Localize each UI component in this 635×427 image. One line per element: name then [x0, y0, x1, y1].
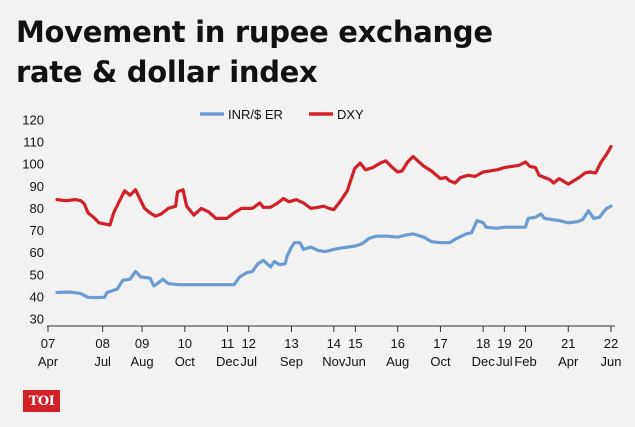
x-tick-year-21: 21 — [561, 336, 575, 351]
x-tick-year-15: 15 — [348, 336, 362, 351]
x-tick-month-jun: Jun — [601, 354, 622, 369]
x-tick-year-11: 11 — [221, 336, 235, 351]
x-tick-month-jul: Jul — [240, 354, 257, 369]
x-tick-year-16: 16 — [390, 336, 404, 351]
x-tick-month-dec: Dec — [216, 354, 240, 369]
legend-label-inr: INR/$ ER — [228, 107, 283, 122]
x-tick-month-apr: Apr — [558, 354, 579, 369]
x-tick-year-12: 12 — [241, 336, 255, 351]
x-tick-month-aug: Aug — [386, 354, 409, 369]
series-line-dxy — [55, 144, 613, 227]
x-tick-month-sep: Sep — [280, 354, 303, 369]
chart-title: Movement in rupee exchange rate & dollar… — [16, 12, 616, 92]
y-tick-label-60: 60 — [30, 245, 44, 260]
x-tick-month-jun: Jun — [345, 354, 366, 369]
x-tick-month-aug: Aug — [131, 354, 154, 369]
x-tick-year-13: 13 — [284, 336, 298, 351]
x-tick-month-oct: Oct — [175, 354, 196, 369]
toi-logo: TOI — [23, 390, 60, 412]
x-tick-year-20: 20 — [518, 336, 532, 351]
y-tick-label-100: 100 — [22, 157, 44, 172]
x-tick-month-dec: Dec — [472, 354, 496, 369]
y-tick-label-70: 70 — [30, 223, 44, 238]
plot-area — [55, 144, 613, 300]
series-line-inr — [55, 204, 613, 300]
y-tick-label-40: 40 — [30, 289, 44, 304]
x-tick-year-09: 09 — [135, 336, 149, 351]
x-tick-year-14: 14 — [327, 336, 341, 351]
x-tick-year-22: 22 — [604, 336, 618, 351]
x-tick-year-07: 07 — [41, 336, 55, 351]
x-tick-month-jul: Jul — [94, 354, 111, 369]
legend-label-dxy: DXY — [337, 107, 364, 122]
x-tick-month-apr: Apr — [38, 354, 59, 369]
x-tick-month-oct: Oct — [430, 354, 451, 369]
x-tick-year-17: 17 — [433, 336, 447, 351]
x-axis: 07Apr08Jul09Aug10Oct11Dec12Jul13Sep14Nov… — [38, 325, 622, 369]
x-tick-month-nov: Nov — [322, 354, 346, 369]
x-tick-year-10: 10 — [178, 336, 192, 351]
chart-legend: INR/$ ER DXY — [200, 107, 364, 122]
chart-title-line-1: Movement in rupee exchange — [16, 15, 493, 49]
x-tick-year-19: 19 — [497, 336, 511, 351]
x-tick-month-feb: Feb — [514, 354, 536, 369]
y-tick-label-50: 50 — [30, 267, 44, 282]
y-tick-label-30: 30 — [30, 312, 44, 327]
x-tick-month-jul: Jul — [496, 354, 513, 369]
y-tick-label-110: 110 — [23, 135, 44, 150]
y-tick-label-120: 120 — [22, 113, 44, 128]
chart-title-line-2: rate & dollar index — [16, 55, 318, 89]
y-tick-label-90: 90 — [30, 179, 44, 194]
x-tick-year-08: 08 — [95, 336, 109, 351]
x-tick-year-18: 18 — [476, 336, 490, 351]
y-tick-label-80: 80 — [30, 201, 44, 216]
y-axis: 120 110 100 90 80 70 60 50 40 30 — [22, 113, 44, 327]
toi-logo-text: TOI — [28, 393, 55, 409]
